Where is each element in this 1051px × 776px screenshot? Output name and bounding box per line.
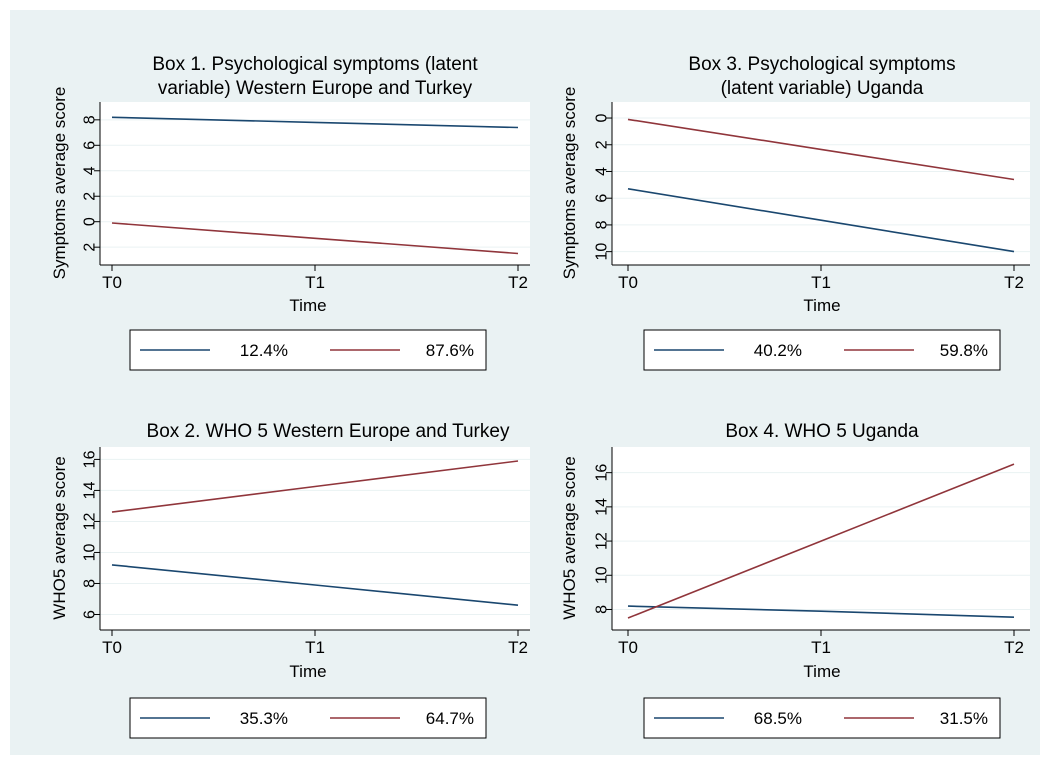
x-tick-label: T1 — [305, 273, 325, 292]
y-axis-label: Symptoms average score — [50, 87, 69, 280]
x-ticks: T0 T1 T2 — [618, 630, 1024, 657]
x-ticks: T0 T1 T2 — [102, 265, 528, 292]
y-tick-label: 16 — [82, 450, 99, 468]
y-tick-label: 8 — [82, 579, 99, 588]
y-ticks: 8 6 4 2 0 2 — [82, 115, 100, 252]
chart-title-line: Box 1. Psychological symptoms (latent — [152, 54, 478, 75]
x-ticks: T0 T1 T2 — [618, 265, 1024, 292]
legend-label: 31.5% — [940, 709, 988, 728]
x-tick-label: T1 — [811, 273, 831, 292]
y-tick-label: 0 — [82, 217, 99, 226]
y-ticks: 6 8 10 12 14 16 — [82, 450, 100, 619]
plot-area — [612, 447, 1030, 630]
gridlines — [100, 119, 530, 248]
y-axis-label: Symptoms average score — [560, 87, 579, 280]
y-tick-label: 14 — [82, 481, 99, 499]
legend-label: 64.7% — [426, 709, 474, 728]
legend-label: 87.6% — [426, 341, 474, 360]
plot-area — [612, 102, 1030, 265]
y-tick-label: 8 — [594, 605, 611, 614]
legend-label: 68.5% — [754, 709, 802, 728]
y-tick-label: 14 — [594, 498, 611, 516]
y-tick-label: 2 — [82, 243, 99, 252]
y-tick-label: 6 — [82, 610, 99, 619]
chart-panel-4: Box 4. WHO 5 Uganda 8 10 12 14 16 T0 T1 T2 WHO… — [560, 421, 1030, 739]
chart-title-line: Box 2. WHO 5 Western Europe and Turkey — [147, 421, 510, 442]
legend-label: 40.2% — [754, 341, 802, 360]
series-line-red — [627, 118, 1015, 181]
legend-label: 35.3% — [240, 709, 288, 728]
y-tick-label: 4 — [594, 167, 611, 176]
y-tick-label: 12 — [594, 532, 611, 550]
chart-panel-2: Box 2. WHO 5 Western Europe and Turkey 6… — [50, 421, 530, 739]
x-tick-label: T1 — [811, 638, 831, 657]
x-axis-label: Time — [803, 662, 840, 681]
x-tick-label: T2 — [1004, 638, 1024, 657]
chart-title-line: variable) Western Europe and Turkey — [158, 78, 473, 99]
y-tick-label: 6 — [82, 141, 99, 150]
series-lines — [111, 460, 519, 606]
gridlines — [100, 458, 530, 615]
series-line-red — [111, 222, 519, 255]
y-tick-label: 12 — [82, 512, 99, 530]
series-line-red — [111, 460, 519, 513]
y-tick-label: 8 — [82, 115, 99, 124]
plot-area — [100, 447, 530, 630]
x-tick-label: T1 — [305, 638, 325, 657]
series-lines — [627, 463, 1015, 619]
x-tick-label: T0 — [102, 638, 122, 657]
x-tick-label: T0 — [102, 273, 122, 292]
series-lines — [111, 116, 519, 255]
y-tick-label: 10 — [82, 543, 99, 561]
y-tick-label: 2 — [82, 192, 99, 201]
series-lines — [627, 118, 1015, 253]
series-line-red — [627, 463, 1015, 619]
x-tick-label: T2 — [508, 273, 528, 292]
y-tick-label: 16 — [594, 464, 611, 482]
y-tick-label: 10 — [594, 566, 611, 584]
x-tick-label: T2 — [508, 638, 528, 657]
series-line-blue — [627, 605, 1015, 618]
legend-label: 12.4% — [240, 341, 288, 360]
y-tick-label: 6 — [594, 194, 611, 203]
chart-title-line: Box 3. Psychological symptoms — [688, 54, 955, 75]
x-axis-label: Time — [289, 296, 326, 315]
x-axis-label: Time — [289, 662, 326, 681]
x-tick-label: T0 — [618, 638, 638, 657]
y-tick-label: 10 — [594, 243, 611, 261]
y-ticks: 8 10 12 14 16 — [594, 464, 612, 614]
x-tick-label: T2 — [1004, 273, 1024, 292]
chart-title-line: (latent variable) Uganda — [721, 78, 924, 99]
chart-title-line: Box 4. WHO 5 Uganda — [725, 421, 919, 442]
x-axis-label: Time — [803, 296, 840, 315]
series-line-blue — [111, 116, 519, 129]
chart-panel-3: Box 3. Psychological symptoms (latent va… — [560, 54, 1030, 371]
chart-panel-1: Box 1. Psychological symptoms (latent va… — [50, 54, 530, 371]
y-tick-label: 8 — [594, 220, 611, 229]
legend-label: 59.8% — [940, 341, 988, 360]
y-ticks: 0 2 4 6 8 10 — [594, 113, 612, 261]
x-tick-label: T0 — [618, 273, 638, 292]
series-line-blue — [111, 564, 519, 606]
series-line-blue — [627, 188, 1015, 253]
y-tick-label: 0 — [594, 113, 611, 122]
y-axis-label: WHO5 average score — [560, 456, 579, 619]
y-axis-label: WHO5 average score — [50, 456, 69, 619]
y-tick-label: 4 — [82, 166, 99, 175]
x-ticks: T0 T1 T2 — [102, 630, 528, 657]
y-tick-label: 2 — [594, 140, 611, 149]
